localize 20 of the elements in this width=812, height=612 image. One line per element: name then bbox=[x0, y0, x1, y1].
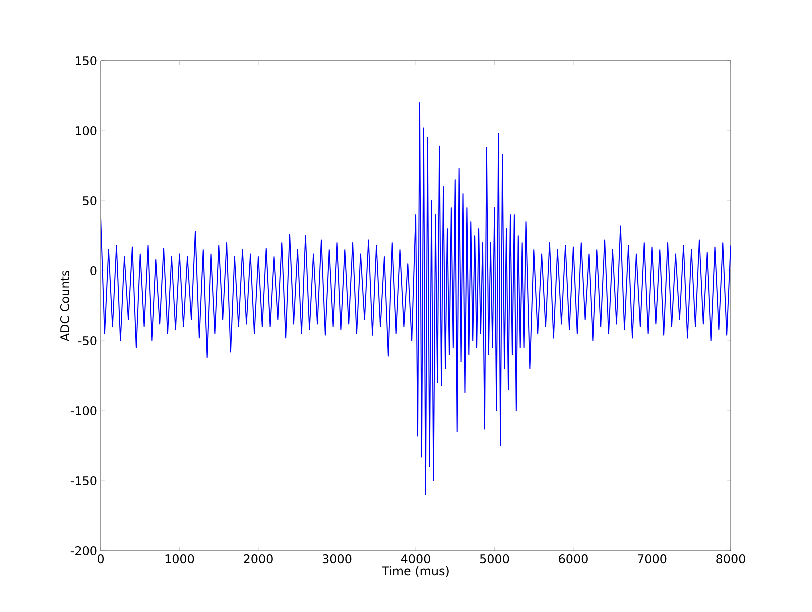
x-tick-label: 0 bbox=[98, 554, 104, 564]
y-tick-label: -150 bbox=[70, 476, 97, 486]
x-tick-label: 4000 bbox=[401, 554, 430, 564]
x-tick-label: 2000 bbox=[244, 554, 273, 564]
y-tick-label: -100 bbox=[70, 406, 97, 416]
y-tick-label: 100 bbox=[76, 126, 97, 136]
y-tick-label: 150 bbox=[76, 56, 97, 66]
y-tick-label: -50 bbox=[78, 336, 97, 346]
x-tick-label: 1000 bbox=[166, 554, 194, 564]
x-tick-label: 7000 bbox=[638, 554, 667, 564]
x-tick-label: 6000 bbox=[559, 554, 588, 564]
x-axis-title: Time (mus) bbox=[382, 566, 449, 578]
y-tick-label: 0 bbox=[90, 266, 97, 276]
x-tick-label: 5000 bbox=[480, 554, 510, 564]
y-axis-title: ADC Counts bbox=[60, 270, 70, 342]
y-tick-label: -200 bbox=[70, 546, 97, 556]
x-tick-label: 3000 bbox=[322, 554, 352, 564]
line-series bbox=[101, 102, 732, 496]
y-tick-label: 50 bbox=[83, 196, 97, 206]
x-tick-label: 8000 bbox=[716, 554, 746, 564]
